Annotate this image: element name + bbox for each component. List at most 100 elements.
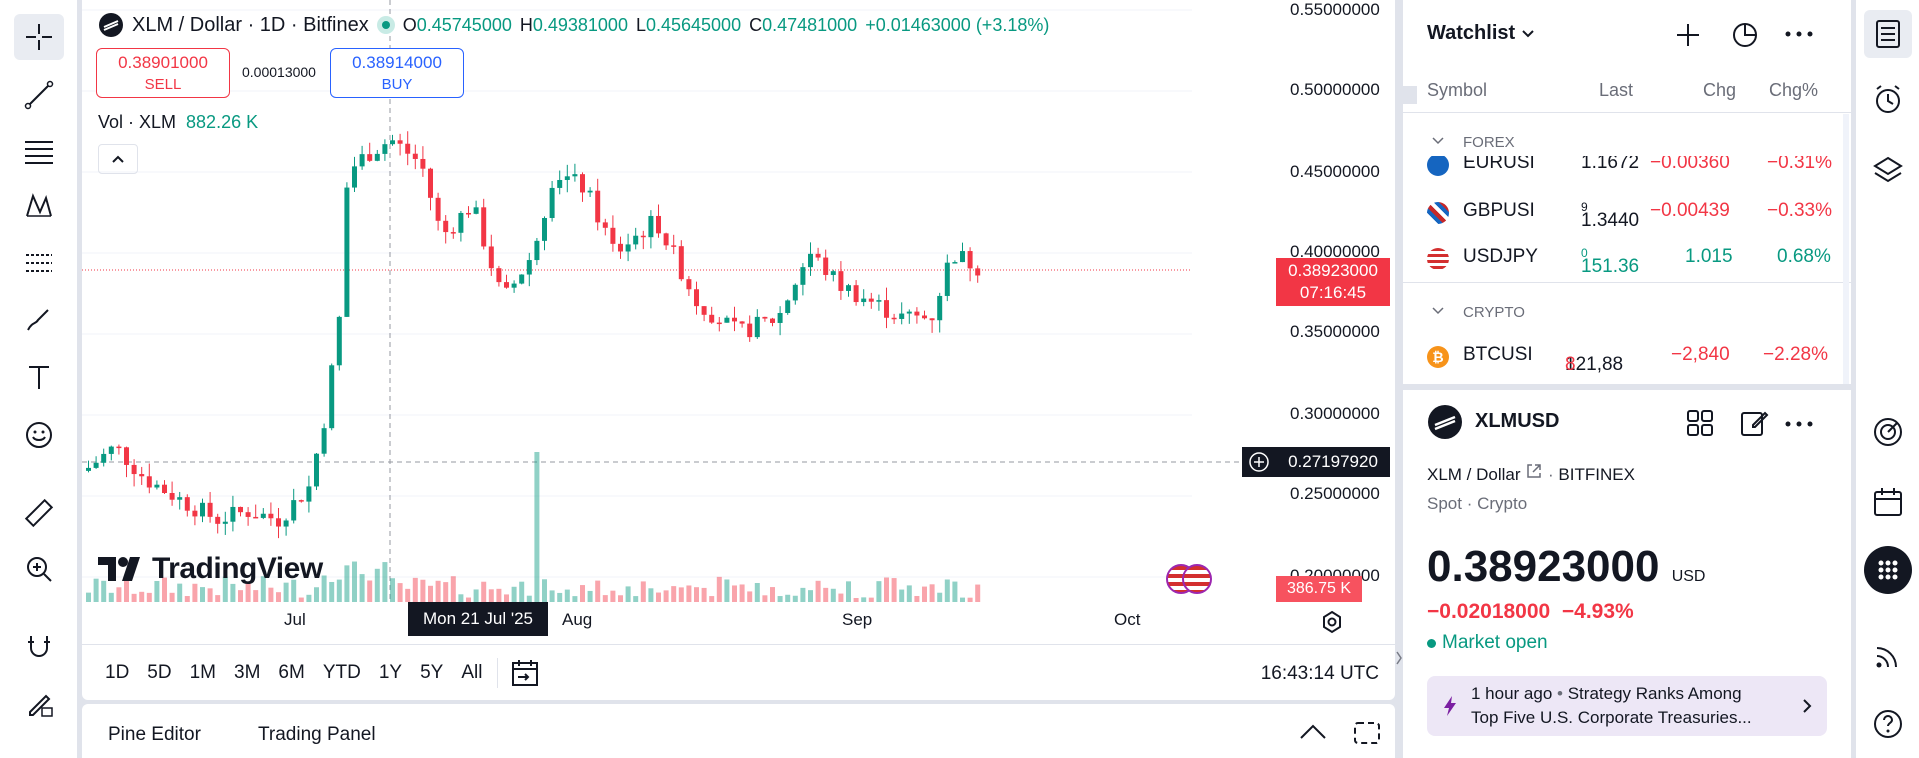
volume-bar — [815, 580, 821, 602]
watchlist-row[interactable]: ₿ BTCUSI 121,88 8 −2,840 −2.28% — [1403, 334, 1851, 378]
volume-bar — [146, 592, 152, 602]
goto-date-calendar-icon[interactable] — [510, 658, 540, 688]
range-5y-button[interactable]: 5Y — [420, 661, 444, 683]
buy-button[interactable]: 0.38914000 BUY — [330, 48, 464, 98]
details-change: −0.02018000 — [1427, 600, 1551, 623]
range-1y-button[interactable]: 1Y — [378, 661, 403, 683]
watchlist-row[interactable]: USDJPY 151.36 0 1.015 0.68% — [1403, 236, 1851, 280]
range-1d-button[interactable]: 1D — [105, 661, 130, 683]
details-change-pct: −4.93% — [1561, 600, 1634, 623]
external-link-icon[interactable] — [1525, 462, 1543, 480]
projection-icon[interactable] — [14, 240, 64, 286]
range-3m-button[interactable]: 3M — [234, 661, 261, 683]
news-headline-line2: Top Five U.S. Corporate Treasuries... — [1471, 708, 1752, 727]
candle-body — [184, 497, 190, 511]
grid-view-icon[interactable] — [1685, 408, 1715, 438]
advanced-view-icon[interactable] — [1729, 18, 1761, 50]
header-chgp[interactable]: Chg% — [1769, 80, 1819, 100]
candle-body — [458, 212, 464, 233]
candle-body — [815, 253, 821, 258]
sell-button[interactable]: 0.38901000 SELL — [96, 48, 230, 98]
trendline-icon[interactable] — [14, 72, 64, 118]
volume-bar — [200, 587, 205, 602]
section-crypto[interactable]: CRYPTO — [1432, 304, 1525, 321]
apps-icon[interactable] — [1864, 546, 1912, 594]
range-6m-button[interactable]: 6M — [278, 661, 305, 683]
fib-icon[interactable] — [14, 128, 64, 174]
header-chg[interactable]: Chg — [1703, 80, 1737, 100]
details-name[interactable]: XLM / Dollar — [1427, 465, 1521, 484]
maximize-panel-icon[interactable] — [1352, 720, 1382, 746]
header-symbol[interactable]: Symbol — [1427, 80, 1488, 100]
utc-clock[interactable]: 16:43:14 UTC — [1260, 663, 1379, 684]
range-ytd-button[interactable]: YTD — [322, 661, 361, 683]
symbol-title[interactable]: XLM / Dollar · 1D · Bitfinex — [132, 13, 369, 36]
header-last[interactable]: Last — [1599, 80, 1634, 100]
range-5d-button[interactable]: 5D — [147, 661, 172, 683]
panel-splitter[interactable] — [1396, 640, 1402, 676]
chevron-right-icon — [1396, 651, 1402, 665]
settings-gear-icon[interactable] — [1320, 610, 1344, 634]
candle-body — [952, 262, 958, 264]
candle-body — [473, 207, 479, 214]
tab-pine-editor[interactable]: Pine Editor — [108, 724, 201, 745]
news-card[interactable]: 1 hour ago • Strategy Ranks Among Top Fi… — [1427, 676, 1827, 736]
add-symbol-icon[interactable] — [1673, 20, 1703, 50]
help-icon[interactable] — [1864, 700, 1912, 748]
volume-bar — [329, 581, 335, 602]
row-last: 1.1672 — [1581, 156, 1640, 173]
volume-bar — [268, 587, 274, 602]
row-chg: −0.00360 — [1650, 156, 1730, 173]
brush-icon[interactable] — [14, 296, 64, 342]
calendar-icon[interactable] — [1864, 478, 1912, 526]
text-icon[interactable] — [14, 354, 64, 400]
magnet-icon[interactable] — [14, 624, 64, 670]
details-price-value: 0.38923000 — [1427, 542, 1660, 591]
volume-label: Vol · XLM — [98, 112, 177, 132]
edit-note-icon[interactable] — [1739, 408, 1769, 438]
candle-body — [709, 314, 715, 323]
zoom-icon[interactable] — [14, 546, 64, 592]
watchlist-row[interactable]: GBPUSI 1.3440 9 −0.00439 −0.33% — [1403, 190, 1851, 234]
collapse-legend-button[interactable] — [98, 144, 138, 174]
details-exchange[interactable]: BITFINEX — [1558, 465, 1635, 484]
details-price: 0.38923000 USD — [1427, 542, 1705, 592]
range-1m-button[interactable]: 1M — [189, 661, 216, 683]
volume-bar — [428, 585, 433, 602]
volume-legend[interactable]: Vol · XLM 882.26 K — [98, 112, 258, 133]
watchlist-icon[interactable] — [1864, 10, 1912, 58]
volume-bar — [838, 593, 844, 602]
details-symbol[interactable]: XLMUSD — [1475, 410, 1560, 432]
ruler-icon[interactable] — [14, 490, 64, 536]
tab-trading-panel[interactable]: Trading Panel — [258, 724, 376, 745]
candle-body — [846, 285, 851, 291]
broadcast-icon[interactable] — [1864, 632, 1912, 680]
pattern-icon[interactable] — [14, 184, 64, 230]
range-all-button[interactable]: All — [461, 661, 483, 683]
price-chart[interactable] — [82, 0, 1395, 644]
candle-body — [352, 166, 357, 188]
tradingview-logo[interactable]: TradingView — [98, 552, 323, 586]
emoji-icon[interactable] — [14, 412, 64, 458]
watchlist-title[interactable]: Watchlist — [1427, 22, 1535, 45]
chevron-up-icon[interactable] — [1298, 722, 1328, 742]
layers-icon[interactable] — [1864, 146, 1912, 194]
section-forex[interactable]: FOREX — [1432, 134, 1515, 151]
target-icon[interactable] — [1864, 408, 1912, 456]
candle-body — [412, 153, 418, 159]
close-value: 0.47481000 — [762, 14, 858, 35]
more-options-icon[interactable] — [1783, 414, 1815, 434]
chevron-down-icon — [1432, 307, 1444, 315]
add-alert-plus-icon[interactable] — [1242, 447, 1276, 477]
flags-icon[interactable] — [1166, 562, 1214, 596]
candle-body — [526, 260, 532, 275]
volume-bar — [800, 587, 806, 602]
crosshair-icon[interactable] — [14, 14, 64, 60]
watchlist-row[interactable]: EURUSI 1.1672 −0.00360 −0.31% — [1403, 156, 1851, 186]
scrollbar[interactable] — [1843, 114, 1849, 384]
column-resize-handle[interactable] — [1403, 86, 1417, 104]
more-options-icon[interactable] — [1783, 24, 1815, 44]
candle-body — [397, 140, 403, 144]
lock-draw-icon[interactable] — [14, 680, 64, 726]
alert-clock-icon[interactable] — [1864, 76, 1912, 124]
